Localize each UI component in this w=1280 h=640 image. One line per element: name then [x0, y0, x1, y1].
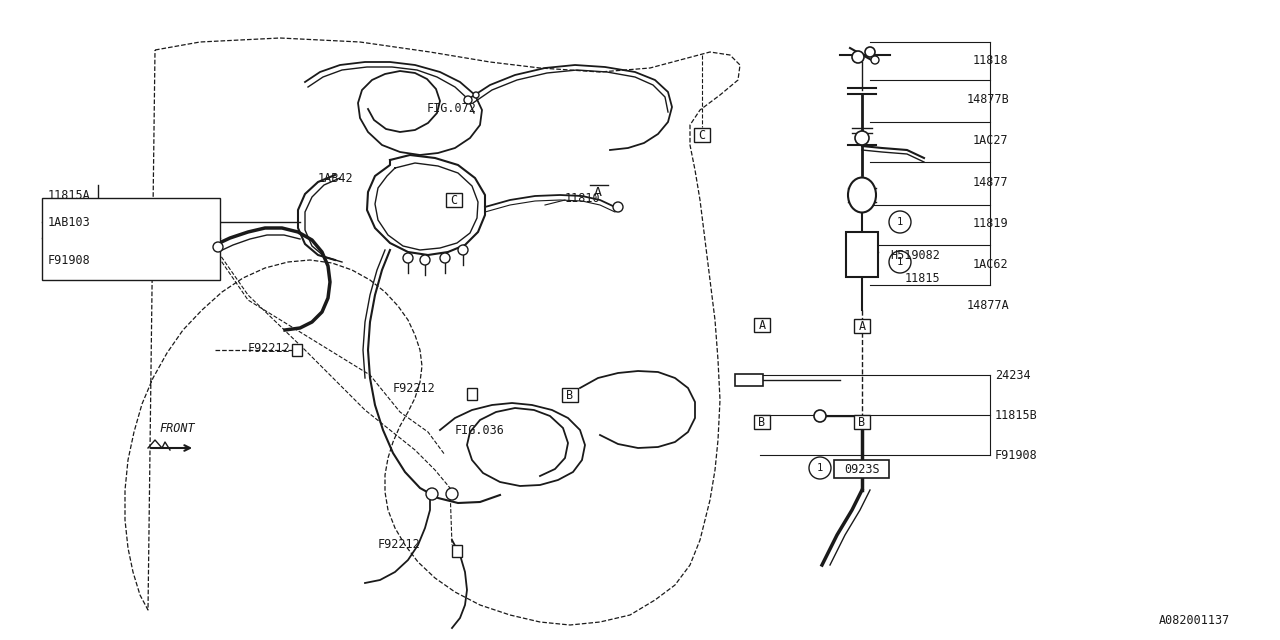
- Circle shape: [474, 92, 479, 98]
- Text: F91908: F91908: [49, 253, 91, 266]
- Bar: [452, 545, 462, 557]
- Circle shape: [870, 56, 879, 64]
- Text: FRONT: FRONT: [160, 422, 195, 435]
- Bar: [846, 232, 878, 277]
- Text: 1: 1: [897, 217, 904, 227]
- Circle shape: [852, 51, 864, 63]
- Circle shape: [445, 488, 458, 500]
- Text: A: A: [859, 319, 865, 333]
- Circle shape: [890, 251, 911, 273]
- Text: C: C: [699, 129, 705, 141]
- Circle shape: [465, 96, 472, 104]
- Text: F92212: F92212: [248, 342, 291, 355]
- Text: 11818: 11818: [973, 54, 1009, 67]
- Circle shape: [420, 255, 430, 265]
- Circle shape: [458, 245, 468, 255]
- Bar: [754, 318, 771, 332]
- Circle shape: [809, 457, 831, 479]
- Circle shape: [613, 202, 623, 212]
- Text: 14877B: 14877B: [966, 93, 1010, 106]
- Text: A082001137: A082001137: [1158, 614, 1230, 627]
- Text: 1AB103: 1AB103: [49, 216, 91, 228]
- Text: 0923S: 0923S: [845, 463, 879, 476]
- FancyBboxPatch shape: [735, 374, 763, 386]
- Text: 14877A: 14877A: [966, 298, 1010, 312]
- Circle shape: [865, 47, 876, 57]
- Text: 1AC27: 1AC27: [973, 134, 1009, 147]
- Circle shape: [855, 131, 869, 145]
- Text: FIG.036: FIG.036: [454, 424, 504, 436]
- Bar: [562, 388, 579, 402]
- Text: 11810: 11810: [564, 191, 600, 205]
- Bar: [754, 415, 771, 429]
- Text: 1: 1: [817, 463, 823, 473]
- Circle shape: [890, 211, 911, 233]
- Text: 11815A: 11815A: [49, 189, 91, 202]
- Circle shape: [210, 240, 220, 250]
- Text: F92212: F92212: [392, 381, 435, 394]
- Bar: [292, 344, 302, 356]
- Circle shape: [814, 410, 826, 422]
- Text: A: A: [759, 319, 765, 332]
- Bar: [694, 128, 710, 142]
- Circle shape: [212, 242, 223, 252]
- Text: F92212: F92212: [378, 538, 420, 552]
- Circle shape: [426, 488, 438, 500]
- Text: H519082: H519082: [890, 248, 940, 262]
- Text: B: B: [759, 415, 765, 429]
- Ellipse shape: [849, 177, 876, 212]
- Bar: [854, 319, 870, 333]
- Text: 11819: 11819: [973, 216, 1009, 230]
- Circle shape: [440, 253, 451, 263]
- Text: 1AB42: 1AB42: [317, 172, 353, 184]
- Text: A: A: [594, 186, 602, 198]
- Text: B: B: [859, 415, 865, 429]
- Bar: [445, 193, 462, 207]
- Text: C: C: [451, 193, 457, 207]
- Text: FIG.072: FIG.072: [428, 102, 477, 115]
- Bar: [835, 460, 890, 478]
- Text: 24234: 24234: [995, 369, 1030, 381]
- Bar: [854, 415, 870, 429]
- Text: F91908: F91908: [995, 449, 1038, 461]
- Text: 11815B: 11815B: [995, 408, 1038, 422]
- Text: 11815: 11815: [905, 271, 941, 285]
- Text: B: B: [567, 388, 573, 401]
- Text: 14877: 14877: [973, 175, 1009, 189]
- Bar: [42, 198, 220, 280]
- Circle shape: [403, 253, 413, 263]
- Bar: [467, 388, 477, 400]
- Text: 1: 1: [897, 257, 904, 267]
- Text: 1AC62: 1AC62: [973, 257, 1009, 271]
